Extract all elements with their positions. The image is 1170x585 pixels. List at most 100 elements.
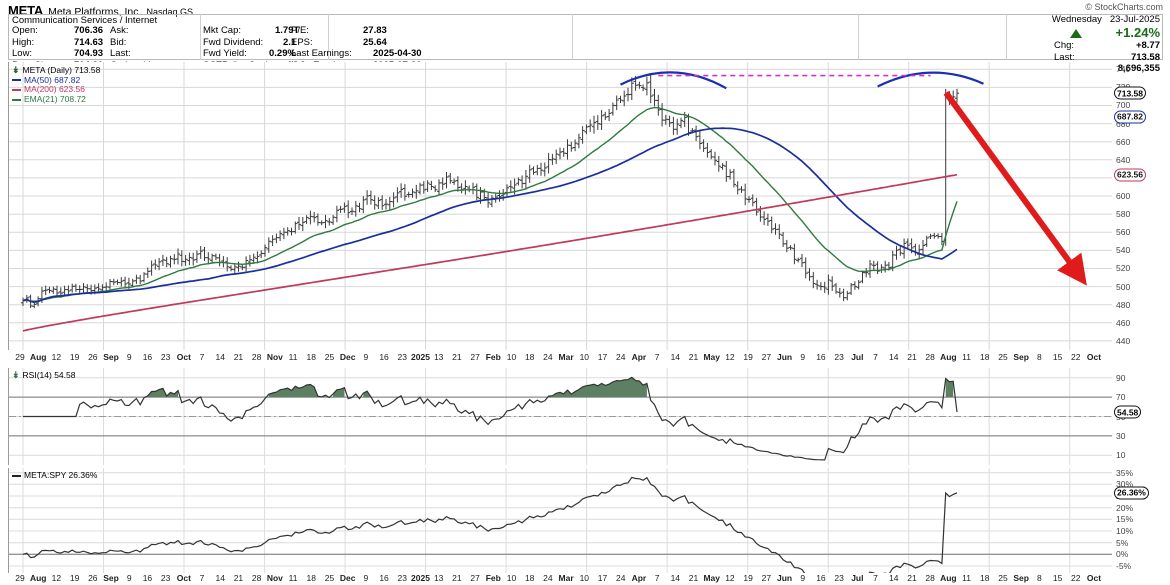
price-axis-tick: 540 [1116, 245, 1131, 256]
relative-strength-svg [9, 468, 1112, 573]
x-axis-day-label: 18 [306, 573, 316, 583]
x-axis-day-label: 25 [324, 352, 335, 362]
x-axis-month-label: Oct [1086, 352, 1102, 362]
x-axis-day-label: 9 [800, 352, 806, 362]
x-axis-day-label: 21 [688, 573, 699, 583]
price-axis-tick: 520 [1116, 263, 1131, 274]
legend-item-price: ↡ META (Daily) 713.58 [12, 65, 101, 76]
x-axis-day-label: 18 [980, 573, 990, 583]
x-axis-day-label: 23 [397, 352, 407, 362]
quote-chg-row: Chg: +8.77 [1052, 40, 1160, 52]
chg-value: +8.77 [1135, 40, 1160, 52]
x-axis-month-label: 2025 [411, 352, 430, 362]
legend-price-text: META (Daily) 713.58 [22, 65, 101, 75]
x-axis-day-label: 25 [998, 352, 1008, 362]
x-axis-month-label: Aug [940, 573, 957, 583]
x-axis-day-label: 17 [597, 352, 608, 362]
x-axis-month-label: Apr [631, 573, 647, 583]
exchange-name: Nasdaq GS [146, 7, 193, 17]
x-axis-day-label: 16 [816, 352, 826, 362]
price-axis-tick: 740 [1116, 64, 1131, 75]
zigzag-icon: ↡ [12, 65, 20, 75]
stat-value: 2.1 [283, 36, 297, 48]
stat-label: High: [12, 36, 35, 48]
x-axis-top: 29 Aug 12 19 26 Sep 9 16 23 Oct 7 14 21 28 Nov 11 18 25 De… [0, 352, 1170, 364]
price-axis-tick: 640 [1116, 154, 1131, 165]
price-axis-tick: 500 [1116, 281, 1131, 292]
x-axis-month-label: Nov [266, 573, 283, 583]
stat-value: 714.63 [74, 36, 104, 48]
price-axis-tick: 600 [1116, 191, 1131, 202]
x-axis-day-label: 12 [725, 352, 735, 362]
quote-info-box [8, 14, 1163, 60]
x-axis-day-label: 12 [51, 352, 62, 362]
stat-label: Fwd Yield: [203, 48, 247, 60]
line-swatch-icon [12, 79, 21, 82]
x-axis-day-label: 16 [142, 352, 153, 362]
x-axis-month-label: Sep [1013, 573, 1029, 583]
x-axis-day-label: 7 [199, 573, 205, 583]
x-axis-day-label: 27 [761, 352, 772, 362]
x-axis-day-label: 12 [51, 573, 62, 583]
rsi-chart-panel[interactable] [8, 368, 1112, 465]
x-axis-day-label: 10 [579, 573, 590, 583]
stat-label: P/E: [291, 25, 309, 36]
quote-change-percent: +1.24% [1115, 24, 1160, 40]
relative-strength-axis-tick: 0% [1116, 549, 1129, 560]
x-axis-day-label: 23 [834, 352, 844, 362]
x-axis-month-label: Mar [558, 573, 574, 583]
x-axis-day-label: 16 [142, 573, 153, 583]
rsi-axis-tick: 90 [1116, 372, 1126, 383]
column-divider [858, 14, 859, 60]
ma200-value-tag: 623.56 [1114, 168, 1146, 182]
x-axis-day-label: 23 [160, 352, 171, 362]
legend-rsi-text: RSI(14) 54.58 [22, 370, 76, 380]
price-chart-panel[interactable] [8, 62, 1112, 350]
company-name: Meta Platforms, Inc. [48, 6, 142, 18]
x-axis-day-label: 13 [433, 573, 444, 583]
column-divider [328, 14, 329, 60]
x-axis-month-label: Sep [103, 352, 119, 362]
relative-strength-panel[interactable] [8, 468, 1112, 573]
column-divider [200, 14, 201, 60]
x-axis-month-label: Aug [29, 573, 47, 583]
x-axis-day-label: 21 [688, 352, 699, 362]
x-axis-day-label: 21 [907, 352, 917, 362]
zigzag-icon: ↡ [12, 370, 20, 380]
x-axis-month-label: Dec [339, 573, 356, 583]
x-axis-month-label: Feb [485, 352, 501, 362]
rsi-legend: ↡ RSI(14) 54.58 [12, 370, 76, 381]
x-axis-day-label: 19 [743, 352, 753, 362]
x-axis-month-label: Dec [339, 352, 356, 362]
x-axis-day-label: 28 [925, 352, 935, 362]
x-axis-month-label: Sep [1013, 352, 1029, 362]
x-axis-day-label: 14 [889, 352, 899, 362]
x-axis-day-label: 21 [233, 573, 244, 583]
x-axis-day-label: 29 [15, 573, 25, 583]
x-axis-day-label: 28 [251, 352, 262, 362]
x-axis-day-label: 26 [88, 573, 98, 583]
x-axis-day-label: 24 [615, 352, 626, 362]
ma50-value-tag: 687.82 [1114, 110, 1146, 123]
quote-last-row: Last: 713.58 [1052, 52, 1160, 64]
column-divider [572, 14, 573, 60]
x-axis-day-label: 16 [816, 573, 826, 583]
price-axis-tick: 680 [1116, 118, 1131, 129]
x-axis-month-label: Jun [776, 573, 793, 583]
x-axis-day-label: 29 [15, 352, 25, 362]
x-axis-day-label: 9 [126, 573, 132, 583]
x-axis-day-label: 21 [452, 352, 462, 362]
x-axis-month-label: Oct [1086, 573, 1102, 583]
x-axis-day-label: 14 [215, 352, 225, 362]
stat-value: 1.79T [275, 25, 300, 36]
x-axis-day-label: 22 [1071, 352, 1081, 362]
relative-strength-axis-tick: 10% [1116, 526, 1134, 536]
relative-strength-axis-tick: 15% [1116, 514, 1134, 525]
line-swatch-icon [12, 88, 21, 91]
price-axis-tick: 560 [1116, 227, 1131, 238]
x-axis-day-label: 10 [506, 352, 517, 362]
x-axis-day-label: 14 [670, 352, 681, 362]
x-axis-day-label: 28 [251, 573, 262, 583]
x-axis-day-label: 11 [962, 573, 971, 583]
x-axis-month-label: Nov [266, 352, 283, 362]
